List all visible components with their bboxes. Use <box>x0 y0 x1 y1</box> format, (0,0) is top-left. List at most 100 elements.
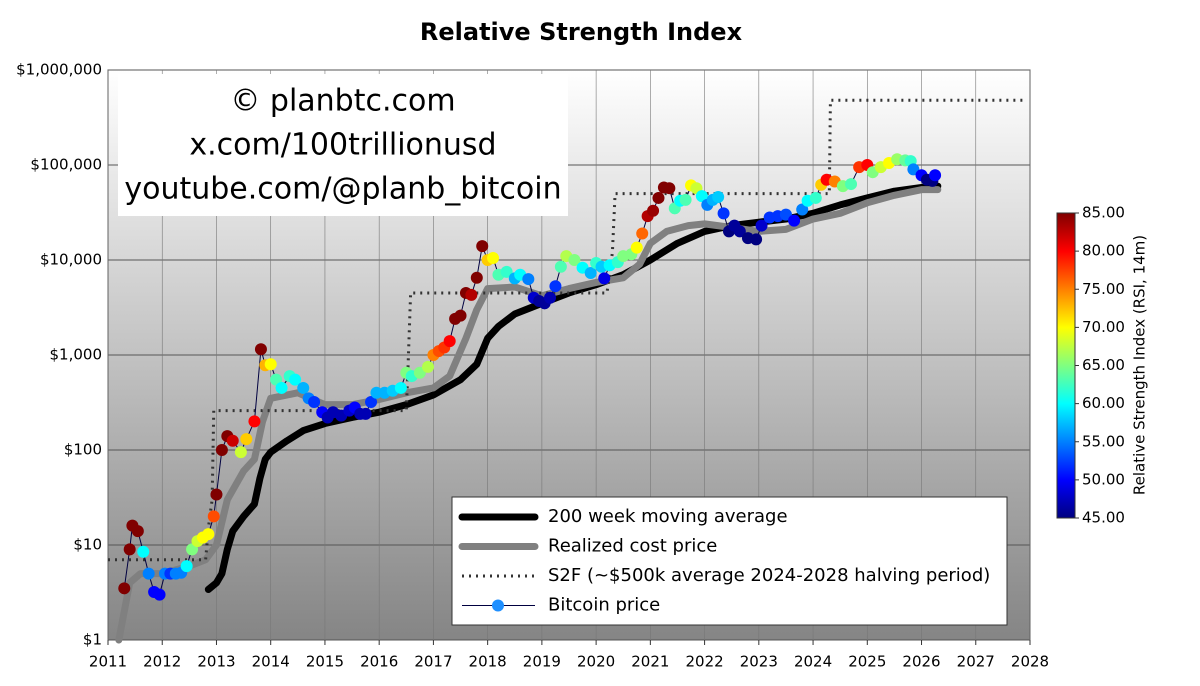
data-point <box>929 169 942 182</box>
data-point <box>207 510 220 523</box>
colorbar-tick-label: 60.00 <box>1082 394 1125 412</box>
data-point <box>118 582 131 595</box>
x-tick-label: 2023 <box>740 653 778 671</box>
x-tick-label: 2021 <box>631 653 669 671</box>
data-point <box>359 407 372 420</box>
watermark: © planbtc.com <box>230 84 455 119</box>
data-point <box>131 525 144 538</box>
data-point <box>487 251 500 264</box>
data-point <box>215 444 228 456</box>
data-point <box>234 446 247 459</box>
colorbar-tick-label: 55.00 <box>1082 432 1125 450</box>
y-tick-label: $1,000 <box>50 346 103 364</box>
watermark-box <box>118 74 568 216</box>
data-point <box>636 227 649 240</box>
legend-box <box>451 496 1008 626</box>
data-point <box>476 240 489 253</box>
colorbar-tick-label: 50.00 <box>1082 470 1125 488</box>
x-tick-label: 2015 <box>306 653 344 671</box>
data-point <box>568 254 581 266</box>
x-tick-label: 2012 <box>143 653 181 671</box>
x-tick-label: 2016 <box>360 653 398 671</box>
data-point <box>248 415 261 428</box>
x-tick-label: 2017 <box>414 653 452 671</box>
data-point <box>717 207 730 220</box>
legend-label: S2F (~$500k average 2024-2028 halving pe… <box>548 565 990 586</box>
data-point <box>554 260 567 273</box>
data-point <box>365 396 378 409</box>
legend-marker <box>492 599 504 612</box>
colorbar-tick-label: 75.00 <box>1082 280 1125 298</box>
data-point <box>394 381 407 394</box>
data-point <box>630 241 643 254</box>
x-tick-label: 2013 <box>197 653 235 671</box>
y-tick-label: $10,000 <box>40 251 102 269</box>
y-tick-label: $10 <box>73 536 102 554</box>
data-point <box>652 191 665 204</box>
colorbar-tick-label: 70.00 <box>1082 318 1125 336</box>
legend-label: Realized cost price <box>548 536 717 557</box>
data-point <box>788 214 801 227</box>
data-point <box>796 203 809 216</box>
data-point <box>142 567 155 580</box>
data-point <box>264 358 277 371</box>
y-tick-label: $1 <box>83 631 102 649</box>
data-point <box>123 543 136 556</box>
x-tick-label: 2022 <box>685 653 723 671</box>
colorbar <box>1056 212 1076 519</box>
data-point <box>254 343 267 356</box>
legend-label: 200 week moving average <box>548 506 788 527</box>
x-tick-label: 2028 <box>1011 653 1049 671</box>
x-tick-label: 2025 <box>848 653 886 671</box>
data-point <box>663 182 676 195</box>
data-point <box>522 273 535 286</box>
x-tick-label: 2024 <box>794 653 832 671</box>
data-point <box>544 291 557 304</box>
data-point <box>470 271 483 284</box>
data-point <box>809 191 822 204</box>
x-tick-label: 2027 <box>957 653 995 671</box>
x-tick-label: 2019 <box>523 653 561 671</box>
data-point <box>647 204 660 217</box>
data-point <box>297 381 310 394</box>
data-point <box>750 233 763 246</box>
data-point <box>202 528 215 541</box>
series-line <box>108 98 1028 562</box>
legend-label: Bitcoin price <box>548 595 660 616</box>
x-tick-label: 2026 <box>902 653 940 671</box>
data-point <box>549 280 562 293</box>
y-tick-label: $100 <box>64 441 102 459</box>
data-point <box>421 360 434 373</box>
data-point <box>584 266 597 279</box>
data-point <box>443 335 456 348</box>
x-tick-label: 2020 <box>577 653 615 671</box>
watermark: youtube.com/@planb_bitcoin <box>124 172 561 207</box>
colorbar-tick-label: 45.00 <box>1082 509 1125 527</box>
data-point <box>679 193 692 206</box>
chart-title: Relative Strength Index <box>420 18 743 46</box>
y-tick-label: $100,000 <box>30 156 102 174</box>
data-point <box>500 265 513 278</box>
colorbar-label: Relative Strength Index (RSI, 14m) <box>1131 235 1149 495</box>
data-point <box>275 381 288 394</box>
data-point <box>733 225 746 238</box>
data-point <box>695 190 708 203</box>
data-point <box>289 373 302 386</box>
data-point <box>226 434 239 447</box>
colorbar-tick-label: 80.00 <box>1082 242 1125 260</box>
x-tick-label: 2011 <box>89 653 127 671</box>
data-point <box>137 545 150 558</box>
data-point <box>308 396 321 409</box>
series-line <box>115 186 942 644</box>
data-point <box>755 219 768 232</box>
data-point <box>598 272 611 285</box>
data-point <box>240 433 253 446</box>
colorbar-tick-label: 65.00 <box>1082 356 1125 374</box>
data-point <box>712 191 725 204</box>
data-point <box>153 588 166 601</box>
x-tick-label: 2014 <box>252 653 290 671</box>
data-point <box>465 288 478 301</box>
data-point <box>180 560 193 573</box>
colorbar-tick-label: 85.00 <box>1082 204 1125 222</box>
